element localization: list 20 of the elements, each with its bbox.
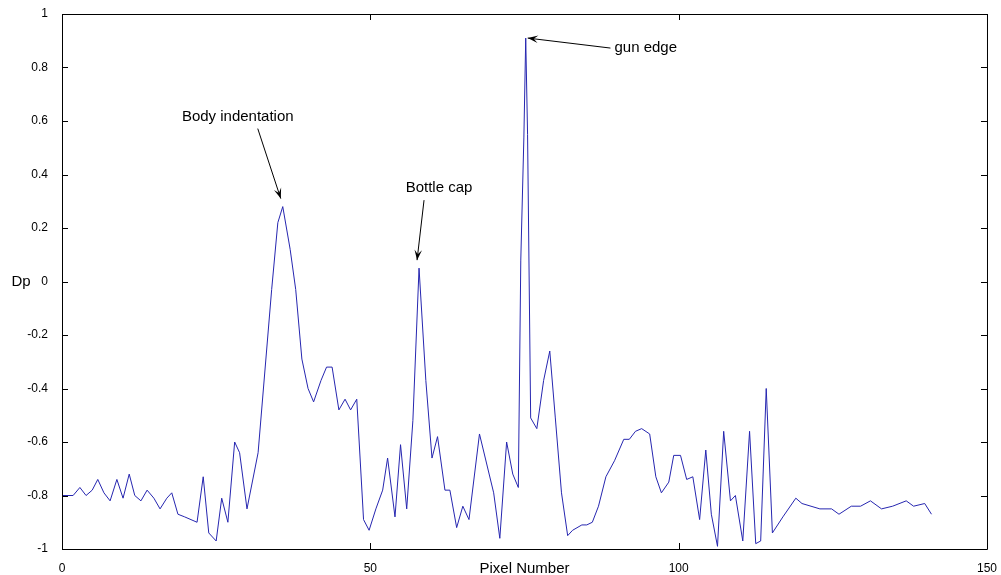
y-tick-label: 0.6 bbox=[31, 113, 49, 128]
y-tick-label: -0.6 bbox=[27, 434, 49, 449]
y-axis-title: Dp bbox=[11, 271, 31, 289]
y-tick-label: 0.2 bbox=[31, 220, 49, 235]
x-tick-label: 0 bbox=[58, 560, 66, 575]
annotation: gun edge bbox=[614, 38, 678, 56]
y-tick-label: 0 bbox=[41, 273, 49, 288]
x-tick-label: 150 bbox=[976, 560, 998, 575]
x-tick-label: 100 bbox=[668, 560, 689, 575]
y-tick-label: -0.2 bbox=[27, 327, 49, 342]
y-tick-label: 1 bbox=[41, 6, 49, 21]
y-tick-label: -0.4 bbox=[27, 380, 49, 395]
x-tick-label: 50 bbox=[363, 560, 378, 575]
annotation: Body indentation bbox=[181, 106, 294, 124]
y-tick-label: 0.8 bbox=[31, 59, 49, 74]
y-tick-label: -1 bbox=[37, 541, 49, 556]
y-tick-label: -0.8 bbox=[27, 487, 49, 502]
x-axis-title: Pixel Number bbox=[479, 558, 570, 575]
annotation: Bottle cap bbox=[405, 178, 473, 196]
y-tick-label: 0.4 bbox=[31, 166, 49, 181]
